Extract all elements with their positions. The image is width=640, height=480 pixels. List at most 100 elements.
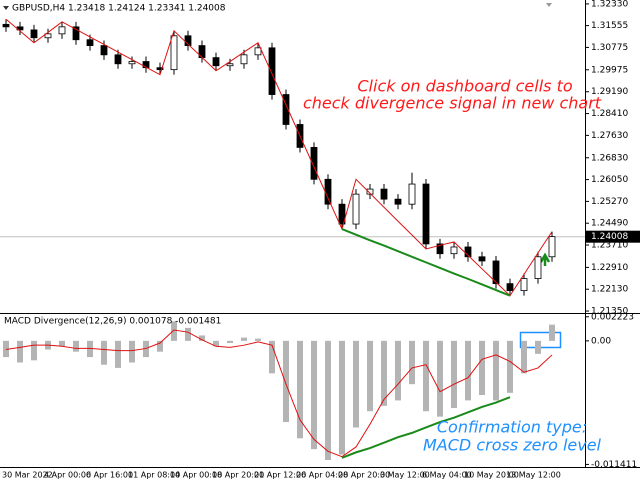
- histogram-bar: [269, 340, 275, 374]
- y-tick-label: 0.002223: [591, 312, 634, 322]
- candle-body: [114, 54, 122, 65]
- histogram-bar: [87, 340, 93, 358]
- candle-body: [310, 147, 318, 180]
- candle-body: [436, 243, 444, 255]
- y-tick-label: 1.22130: [591, 285, 628, 295]
- x-tick-label: 26 Apr 04:00: [296, 471, 348, 480]
- histogram-bar: [283, 340, 289, 423]
- y-tick-label: 1.31555: [591, 21, 628, 31]
- histogram-bar: [255, 338, 261, 341]
- candle-body: [128, 61, 136, 65]
- candle-body: [324, 178, 332, 205]
- histogram-bar: [129, 340, 135, 363]
- x-tick-label: 21 Apr 12:00: [254, 471, 306, 480]
- histogram-bar: [325, 340, 331, 460]
- annotation: MACD cross zero level: [423, 436, 602, 455]
- candle-body: [156, 67, 164, 71]
- histogram-bar: [101, 340, 107, 365]
- histogram-bar: [409, 340, 415, 385]
- y-tick-label: 1.26830: [591, 153, 628, 163]
- x-tick-label: 13 May 12:00: [506, 471, 561, 480]
- indicator-header: MACD Divergence(12,26,9) 0.001078 -0.001…: [4, 317, 221, 327]
- histogram-bar: [507, 340, 513, 393]
- candle-body: [254, 47, 262, 56]
- histogram-bar: [479, 340, 485, 395]
- histogram-bar: [535, 340, 541, 354]
- y-tick-label: 1.21350: [591, 307, 628, 317]
- candle-body: [268, 47, 276, 95]
- histogram-bar: [59, 340, 65, 347]
- shift-icon[interactable]: [546, 3, 552, 7]
- candle-body: [548, 236, 556, 258]
- histogram-bar: [395, 340, 401, 401]
- candle-body: [226, 63, 234, 67]
- zigzag-line: [5, 18, 553, 297]
- candle-body: [422, 183, 430, 245]
- histogram-bar: [115, 340, 121, 368]
- candle-body: [282, 94, 290, 125]
- histogram-bar: [185, 327, 191, 341]
- histogram-bar: [465, 340, 471, 401]
- y-tick-label: 1.23710: [591, 241, 628, 251]
- histogram-bar: [381, 340, 387, 406]
- signal-line: [5, 329, 553, 458]
- histogram-bar: [73, 340, 79, 352]
- x-tick-label: 4 Apr 00:00: [44, 471, 91, 480]
- y-tick-label: 1.32330: [591, 0, 628, 9]
- y-tick-label: 1.22910: [591, 263, 628, 273]
- candle-body: [394, 198, 402, 205]
- current-price-label: 1.24008: [591, 232, 628, 242]
- candle-body: [506, 283, 514, 292]
- annotation: check divergence signal in new chart: [303, 94, 602, 113]
- candle-body: [366, 188, 374, 195]
- y-tick-label: 1.25270: [591, 197, 628, 207]
- y-tick-label: 1.29190: [591, 87, 628, 97]
- candle-body: [352, 193, 360, 225]
- y-tick-label: -0.011411: [591, 460, 637, 470]
- histogram-bar: [227, 340, 233, 344]
- x-tick-label: 14 Apr 00:00: [170, 471, 222, 480]
- y-tick-label: 1.29975: [591, 65, 628, 75]
- chart-header: GBPUSD,H4 1.23418 1.24124 1.23341 1.2400…: [12, 4, 226, 14]
- candle-body: [2, 23, 10, 28]
- candle-body: [492, 260, 500, 285]
- histogram-bar: [423, 340, 429, 412]
- x-tick-label: 11 Apr 08:00: [128, 471, 180, 480]
- x-tick-label: 6 Apr 16:00: [86, 471, 133, 480]
- histogram-bar: [493, 340, 499, 401]
- buy-arrow: [539, 252, 551, 266]
- histogram-bar: [297, 340, 303, 439]
- histogram-bar: [521, 340, 527, 374]
- x-tick-label: 3 May 12:00: [380, 471, 430, 480]
- histogram-bar: [3, 340, 9, 358]
- y-tick-label: 1.28410: [591, 109, 628, 119]
- candle-body: [380, 188, 388, 200]
- candle-body: [72, 26, 80, 41]
- histogram-bar: [17, 340, 23, 363]
- candle-body: [408, 183, 416, 205]
- histogram-bar: [339, 340, 345, 455]
- menu-icon[interactable]: [3, 6, 9, 10]
- y-tick-label: 1.26050: [591, 175, 628, 185]
- y-tick-label: 1.24490: [591, 219, 628, 229]
- histogram-bar: [451, 340, 457, 408]
- candle-body: [478, 256, 486, 262]
- histogram-bar: [353, 340, 359, 428]
- histogram-bar: [157, 340, 163, 352]
- candle-body: [44, 33, 52, 39]
- histogram-bar: [199, 335, 205, 341]
- y-tick-label: 0.00: [591, 336, 611, 346]
- candle-body: [170, 35, 178, 71]
- candle-body: [520, 278, 528, 292]
- candle-body: [450, 246, 458, 255]
- divergence-line: [341, 396, 511, 459]
- candle-body: [240, 54, 248, 65]
- candle-body: [534, 256, 542, 279]
- histogram-bar: [171, 321, 177, 341]
- y-tick-label: 1.30775: [591, 43, 628, 53]
- x-tick-label: 18 Apr 20:00: [212, 471, 264, 480]
- histogram-bar: [311, 340, 317, 450]
- candle-body: [86, 39, 94, 46]
